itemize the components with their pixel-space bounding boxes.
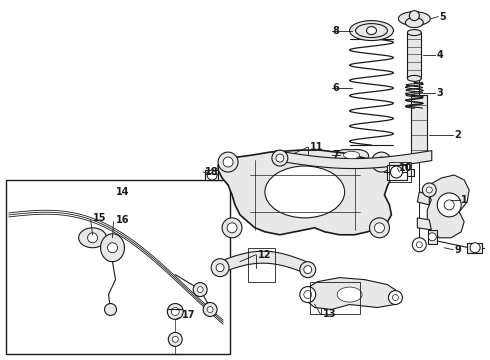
Circle shape <box>409 11 419 21</box>
Polygon shape <box>407 169 415 176</box>
Circle shape <box>304 266 312 274</box>
Circle shape <box>413 238 426 252</box>
Polygon shape <box>305 278 399 310</box>
Circle shape <box>300 262 316 278</box>
Circle shape <box>416 242 422 248</box>
Circle shape <box>470 243 480 253</box>
Text: 18: 18 <box>205 167 219 177</box>
Text: 3: 3 <box>436 88 443 98</box>
Circle shape <box>104 303 117 315</box>
Text: 12: 12 <box>258 250 271 260</box>
Circle shape <box>227 223 237 233</box>
Circle shape <box>376 157 387 167</box>
Bar <box>6 180 230 354</box>
Circle shape <box>168 332 182 346</box>
Circle shape <box>216 264 224 272</box>
Circle shape <box>426 187 432 193</box>
Circle shape <box>193 283 207 297</box>
Text: 13: 13 <box>323 310 336 319</box>
Circle shape <box>218 152 238 172</box>
Circle shape <box>374 223 385 233</box>
Circle shape <box>207 170 217 180</box>
Text: 1: 1 <box>461 195 468 205</box>
Circle shape <box>369 218 390 238</box>
Circle shape <box>207 306 213 312</box>
Polygon shape <box>343 152 360 159</box>
Circle shape <box>444 200 454 210</box>
Circle shape <box>389 291 402 305</box>
Polygon shape <box>388 165 407 180</box>
Circle shape <box>211 259 229 276</box>
Text: 6: 6 <box>333 84 340 93</box>
Text: 7: 7 <box>333 150 340 160</box>
Text: 8: 8 <box>333 26 340 36</box>
Polygon shape <box>79 228 106 248</box>
Polygon shape <box>412 95 427 160</box>
Circle shape <box>222 218 242 238</box>
Ellipse shape <box>367 27 376 35</box>
Polygon shape <box>407 32 421 78</box>
Circle shape <box>88 233 98 243</box>
Text: 16: 16 <box>116 215 129 225</box>
Circle shape <box>172 336 178 342</box>
Polygon shape <box>205 170 218 180</box>
Circle shape <box>223 157 233 167</box>
Polygon shape <box>467 243 482 253</box>
Circle shape <box>428 233 436 241</box>
Text: 2: 2 <box>454 130 461 140</box>
Circle shape <box>392 294 398 301</box>
Polygon shape <box>428 230 437 244</box>
Polygon shape <box>427 175 469 238</box>
Text: 14: 14 <box>116 187 129 197</box>
Ellipse shape <box>407 75 421 81</box>
Text: 4: 4 <box>436 50 443 60</box>
Circle shape <box>371 152 392 172</box>
Circle shape <box>172 307 179 315</box>
Ellipse shape <box>407 30 421 36</box>
Circle shape <box>107 243 118 253</box>
Ellipse shape <box>405 18 423 28</box>
Text: 9: 9 <box>454 245 461 255</box>
Ellipse shape <box>349 21 393 41</box>
Circle shape <box>197 287 203 293</box>
Circle shape <box>272 150 288 166</box>
Circle shape <box>300 287 316 302</box>
Ellipse shape <box>265 166 344 218</box>
Polygon shape <box>100 234 124 262</box>
Polygon shape <box>417 218 431 230</box>
Polygon shape <box>218 150 392 235</box>
Text: 5: 5 <box>439 12 446 22</box>
Text: 10: 10 <box>399 163 413 173</box>
Circle shape <box>391 166 402 178</box>
Circle shape <box>276 154 284 162</box>
Circle shape <box>167 303 183 319</box>
Text: 11: 11 <box>310 142 323 152</box>
Circle shape <box>203 302 217 316</box>
Circle shape <box>304 291 312 298</box>
Text: 17: 17 <box>182 310 196 320</box>
Polygon shape <box>417 192 429 205</box>
Circle shape <box>422 183 436 197</box>
Ellipse shape <box>337 287 362 302</box>
Ellipse shape <box>398 12 430 26</box>
Text: 15: 15 <box>93 213 106 223</box>
Polygon shape <box>335 149 368 163</box>
Circle shape <box>437 193 461 217</box>
Ellipse shape <box>356 24 388 37</box>
